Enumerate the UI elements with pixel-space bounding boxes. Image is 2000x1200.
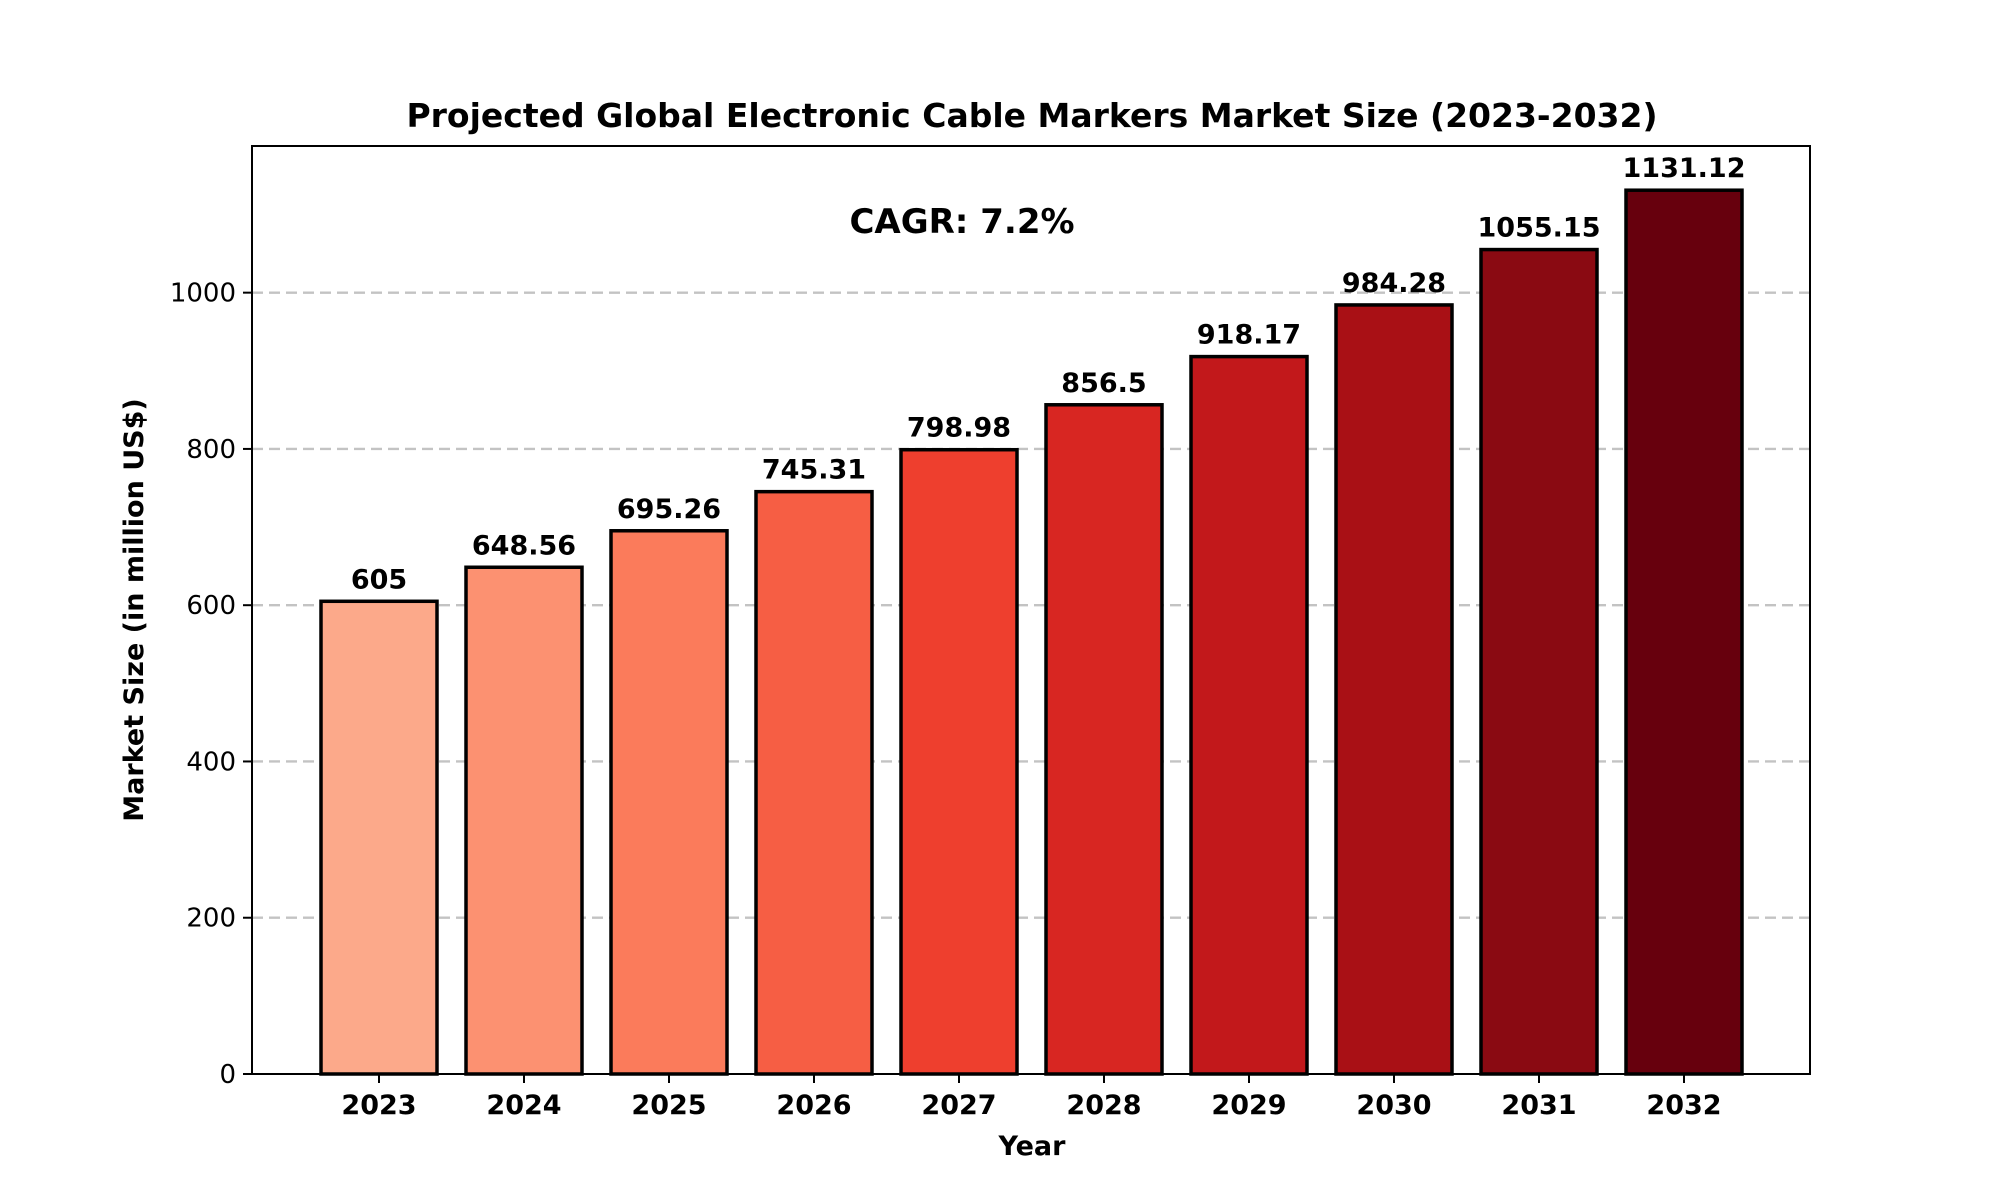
bar-2027 xyxy=(899,447,1019,1076)
bars xyxy=(319,188,1744,1076)
y-tick-label-200: 200 xyxy=(186,904,236,934)
y-tick-label-800: 800 xyxy=(186,435,236,465)
y-tick-label-400: 400 xyxy=(186,747,236,777)
chart-title: Projected Global Electronic Cable Marker… xyxy=(406,96,1657,135)
bar-2032 xyxy=(1624,188,1744,1076)
y-tick-label-1000: 1000 xyxy=(170,279,236,309)
x-axis-label: Year xyxy=(998,1131,1067,1162)
x-tick-label-2024: 2024 xyxy=(486,1090,561,1121)
data-label-2027: 798.98 xyxy=(907,413,1011,444)
bar-2025 xyxy=(609,529,729,1076)
bar-2028 xyxy=(1044,403,1164,1076)
x-tick-label-2030: 2030 xyxy=(1356,1090,1431,1121)
cagr-annotation: CAGR: 7.2% xyxy=(849,202,1074,242)
data-labels: 605 648.56 695.26 745.31 798.98 856.5 918.17 98… xyxy=(351,153,1746,595)
data-label-2029: 918.17 xyxy=(1197,320,1301,351)
y-tick-label-600: 600 xyxy=(186,591,236,621)
plot-frame xyxy=(251,145,1811,1075)
y-tick-label-0: 0 xyxy=(219,1060,236,1090)
x-tick-label-2031: 2031 xyxy=(1501,1090,1576,1121)
data-label-2026: 745.31 xyxy=(762,455,866,486)
x-axis-ticks: 2023 2024 2025 2026 2027 2028 2029 2030 2031 2032 xyxy=(341,1074,1722,1121)
x-tick-label-2029: 2029 xyxy=(1211,1090,1286,1121)
data-label-2025: 695.26 xyxy=(617,494,721,525)
data-label-2032: 1131.12 xyxy=(1623,153,1746,184)
bar-2024 xyxy=(464,565,584,1076)
x-tick-label-2032: 2032 xyxy=(1646,1090,1721,1121)
bar-2031 xyxy=(1479,247,1599,1076)
x-tick-label-2028: 2028 xyxy=(1066,1090,1141,1121)
x-tick-label-2023: 2023 xyxy=(341,1090,416,1121)
bar-2023 xyxy=(319,599,439,1076)
bar-2029 xyxy=(1189,354,1309,1076)
plot-area-frame xyxy=(251,145,1811,1075)
data-label-2023: 605 xyxy=(351,564,407,595)
bar-2026 xyxy=(754,489,874,1076)
data-label-2030: 984.28 xyxy=(1342,268,1446,299)
bar-2030 xyxy=(1334,303,1454,1076)
x-tick-label-2025: 2025 xyxy=(631,1090,706,1121)
data-label-2024: 648.56 xyxy=(472,530,576,561)
x-tick-label-2027: 2027 xyxy=(921,1090,996,1121)
x-tick-label-2026: 2026 xyxy=(776,1090,851,1121)
y-axis-ticks: 0 200 400 600 800 1000 xyxy=(170,279,252,1090)
data-label-2031: 1055.15 xyxy=(1478,213,1601,244)
data-label-2028: 856.5 xyxy=(1061,368,1146,399)
y-axis-label: Market Size (in million US$) xyxy=(119,398,150,821)
